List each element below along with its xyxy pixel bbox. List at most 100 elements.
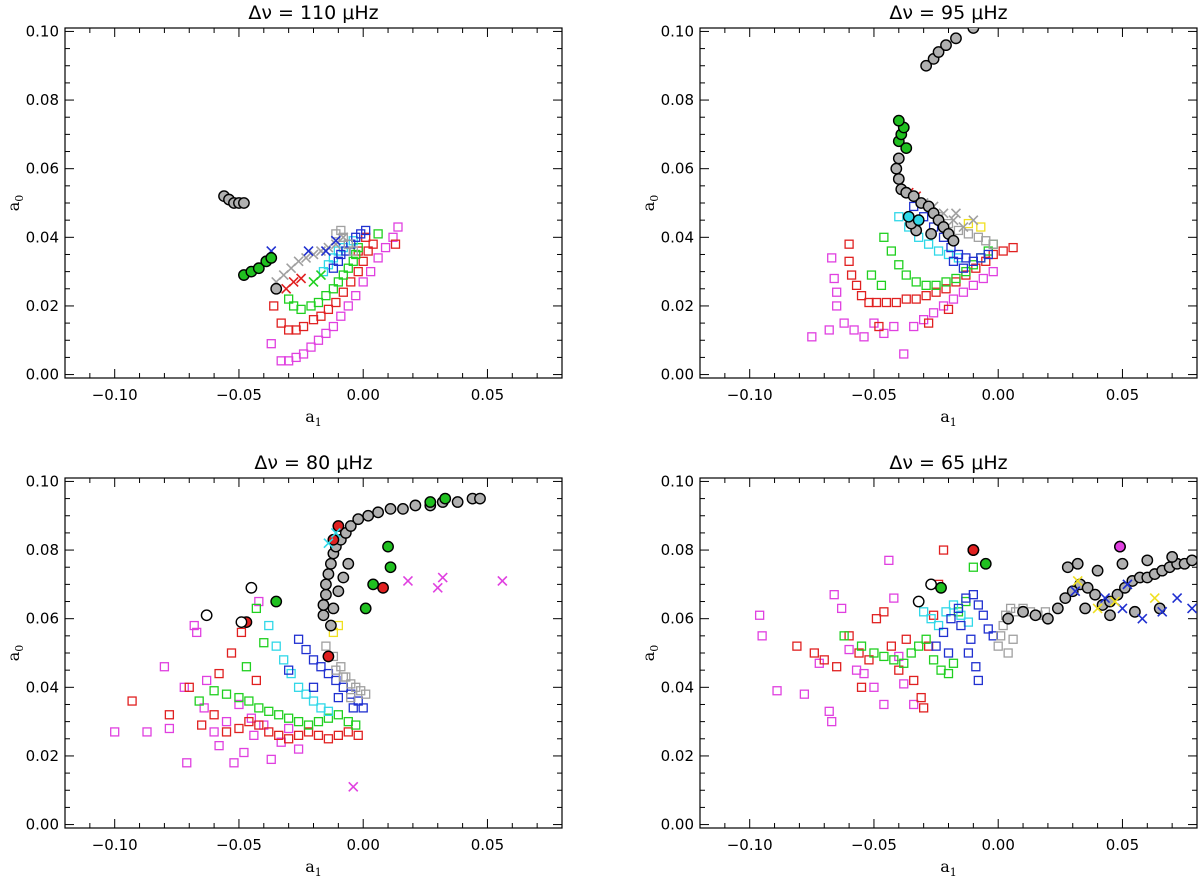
data-point-square xyxy=(832,287,842,297)
data-point-square xyxy=(351,720,361,730)
data-point-square xyxy=(884,555,894,566)
data-point-circle xyxy=(920,59,933,72)
data-point-square xyxy=(976,222,986,232)
plot-frame xyxy=(699,477,1198,829)
data-point-square xyxy=(846,270,857,280)
data-point-square xyxy=(874,321,884,332)
data-point-square xyxy=(199,703,209,713)
data-point-square xyxy=(854,648,864,658)
data-point-square xyxy=(899,349,909,359)
chart-title: Δν = 110 μHz xyxy=(248,2,378,24)
data-point-square xyxy=(333,277,344,287)
data-point-square xyxy=(963,648,974,658)
data-point-square xyxy=(958,287,969,297)
data-point-square xyxy=(956,620,966,631)
data-point-square xyxy=(221,727,232,737)
data-point-square xyxy=(901,294,911,304)
y-tick-label: 0.00 xyxy=(26,816,59,834)
data-point-square xyxy=(827,716,837,727)
y-tick-label: 0.08 xyxy=(26,91,59,109)
data-point-square xyxy=(346,692,356,703)
data-point-x xyxy=(948,215,959,226)
data-point-square xyxy=(906,648,916,658)
data-point-square xyxy=(894,260,904,270)
data-point-x xyxy=(432,582,443,593)
data-point-square xyxy=(988,239,998,249)
data-point-square xyxy=(269,301,279,311)
y-tick-label: 0.00 xyxy=(661,366,694,384)
data-point-x xyxy=(1092,603,1103,614)
data-point-circle xyxy=(322,650,335,663)
data-point-square xyxy=(961,253,971,263)
data-point-square xyxy=(276,318,286,328)
data-point-square xyxy=(338,287,348,297)
data-point-circle xyxy=(265,252,278,264)
data-point-square xyxy=(209,686,219,696)
y-tick-label: 0.04 xyxy=(26,678,59,696)
data-point-square xyxy=(368,239,378,249)
data-point-circle xyxy=(1114,540,1126,553)
data-point-circle xyxy=(322,568,335,580)
data-point-square xyxy=(829,590,839,600)
data-point-square xyxy=(876,280,887,291)
y-axis-label: a0 xyxy=(4,195,26,212)
data-point-square xyxy=(259,720,269,730)
data-point-square xyxy=(283,734,294,744)
data-point-square xyxy=(869,648,879,658)
data-point-circle xyxy=(424,496,437,508)
data-point-square xyxy=(323,734,334,744)
data-point-square xyxy=(886,246,896,256)
data-point-x xyxy=(330,527,341,538)
data-point-square xyxy=(926,614,936,624)
data-point-square xyxy=(916,692,926,703)
data-point-circle xyxy=(932,46,945,58)
data-point-square xyxy=(361,225,371,236)
y-tick-label: 0.06 xyxy=(26,160,59,178)
data-point-square xyxy=(1003,648,1013,658)
data-point-square xyxy=(921,634,931,644)
data-point-square xyxy=(879,651,889,662)
data-point-square xyxy=(859,668,869,679)
data-point-square xyxy=(889,593,899,603)
data-point-square xyxy=(914,641,924,651)
data-point-x xyxy=(315,269,327,281)
data-point-square xyxy=(283,713,294,723)
data-point-square xyxy=(973,232,983,242)
data-point-square xyxy=(328,284,339,294)
y-tick-label: 0.02 xyxy=(661,297,694,315)
data-point-x xyxy=(300,252,312,263)
data-point-square xyxy=(871,614,882,624)
data-point-square xyxy=(933,246,944,256)
data-point-square xyxy=(856,682,867,692)
data-point-square xyxy=(293,634,304,644)
data-point-circle xyxy=(409,499,422,512)
y-tick-label: 0.10 xyxy=(661,472,694,490)
data-point-square xyxy=(938,627,949,638)
data-point-square xyxy=(279,655,289,665)
data-point-circle xyxy=(1051,602,1064,615)
data-point-square xyxy=(239,747,249,758)
y-tick-label: 0.08 xyxy=(661,91,694,109)
chart-title: Δν = 80 μHz xyxy=(254,452,372,474)
y-tick-label: 0.08 xyxy=(661,541,694,559)
y-tick-label: 0.02 xyxy=(661,747,694,765)
data-point-square xyxy=(948,294,959,304)
data-point-square xyxy=(283,665,294,675)
data-point-square xyxy=(864,297,874,308)
data-point-circle xyxy=(362,509,375,522)
data-point-square xyxy=(921,280,931,291)
data-point-square xyxy=(306,342,316,352)
data-point-square xyxy=(214,668,224,679)
data-point-square xyxy=(236,627,247,638)
data-point-circle xyxy=(1186,554,1197,567)
data-point-x xyxy=(958,221,969,233)
data-point-circle xyxy=(907,190,920,203)
data-point-square xyxy=(293,730,304,741)
data-point-square xyxy=(879,328,889,339)
data-point-square xyxy=(931,641,941,651)
data-point-square xyxy=(973,675,983,686)
data-point-square xyxy=(844,644,854,655)
data-point-x xyxy=(1122,579,1133,590)
y-axis-label: a0 xyxy=(639,645,661,662)
data-point-square xyxy=(879,232,889,242)
